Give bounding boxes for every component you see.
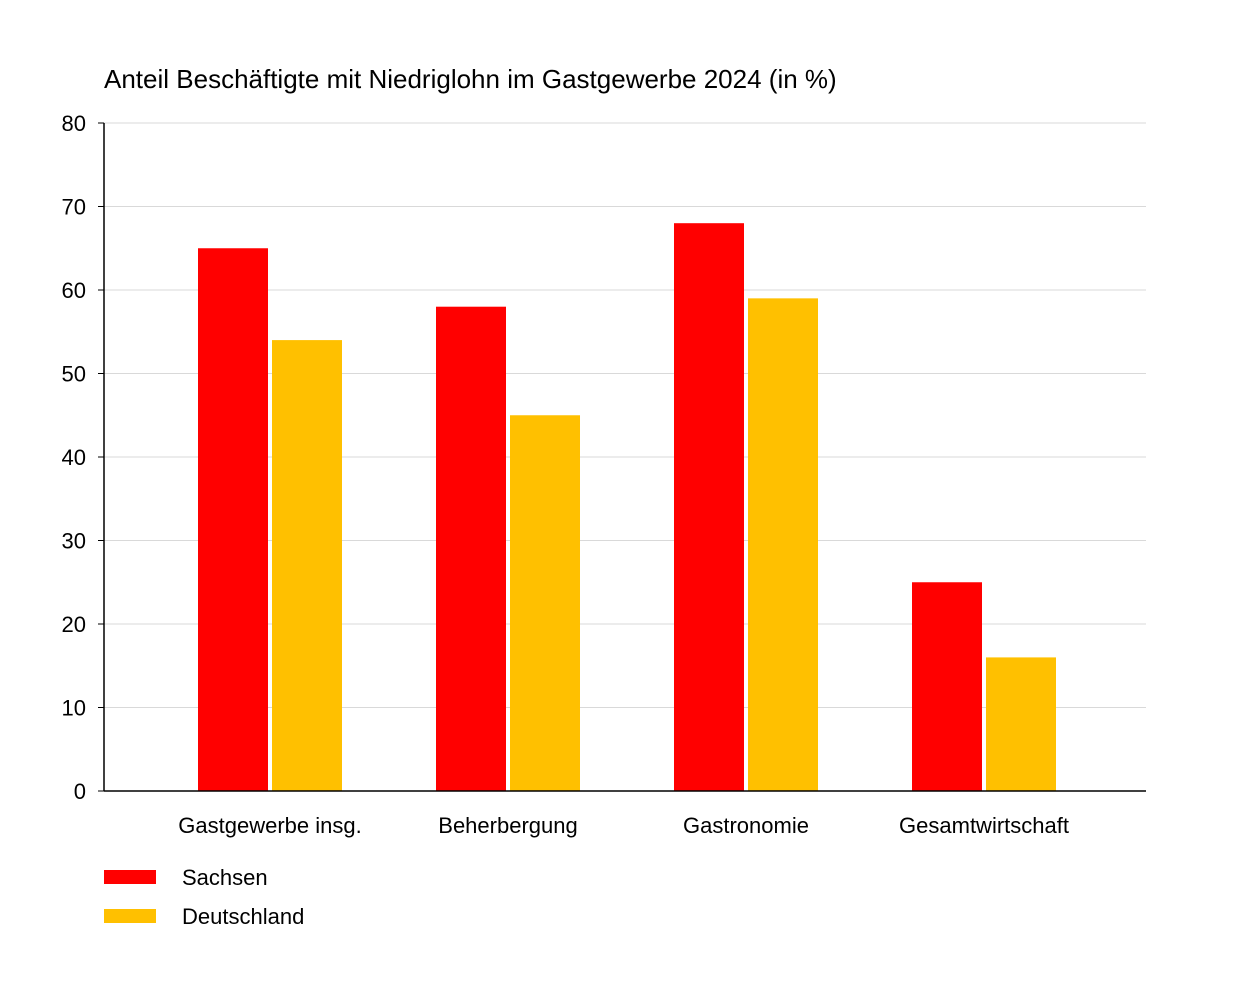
- bar-sachsen-3: [912, 582, 982, 791]
- x-tick-label: Gesamtwirtschaft: [899, 813, 1069, 838]
- bar-deutschland-0: [272, 340, 342, 791]
- bar-sachsen-0: [198, 248, 268, 791]
- x-tick-label: Gastgewerbe insg.: [178, 813, 361, 838]
- legend-swatch-sachsen: [104, 870, 156, 884]
- y-tick-label: 60: [62, 278, 86, 303]
- chart-title: Anteil Beschäftigte mit Niedriglohn im G…: [104, 64, 837, 94]
- bar-deutschland-1: [510, 415, 580, 791]
- y-tick-label: 40: [62, 445, 86, 470]
- legend-swatch-deutschland: [104, 909, 156, 923]
- legend: Sachsen Deutschland: [104, 865, 304, 929]
- legend-label: Deutschland: [182, 904, 304, 929]
- y-tick-label: 20: [62, 612, 86, 637]
- bar-sachsen-1: [436, 306, 506, 791]
- y-tick-label: 10: [62, 696, 86, 721]
- y-tick-label: 0: [74, 779, 86, 804]
- bar-sachsen-2: [674, 223, 744, 791]
- y-tick-label: 50: [62, 362, 86, 387]
- axes: 0 10 20 30 40 50 60 70 80 Gastgewerbe insg. Beherb…: [62, 111, 1146, 838]
- bars: [198, 223, 1056, 791]
- y-tick-label: 80: [62, 111, 86, 136]
- x-tick-label: Gastronomie: [683, 813, 809, 838]
- bar-deutschland-3: [986, 657, 1056, 791]
- legend-label: Sachsen: [182, 865, 268, 890]
- x-tick-label: Beherbergung: [438, 813, 577, 838]
- y-tick-label: 70: [62, 195, 86, 220]
- bar-deutschland-2: [748, 298, 818, 791]
- y-tick-label: 30: [62, 529, 86, 554]
